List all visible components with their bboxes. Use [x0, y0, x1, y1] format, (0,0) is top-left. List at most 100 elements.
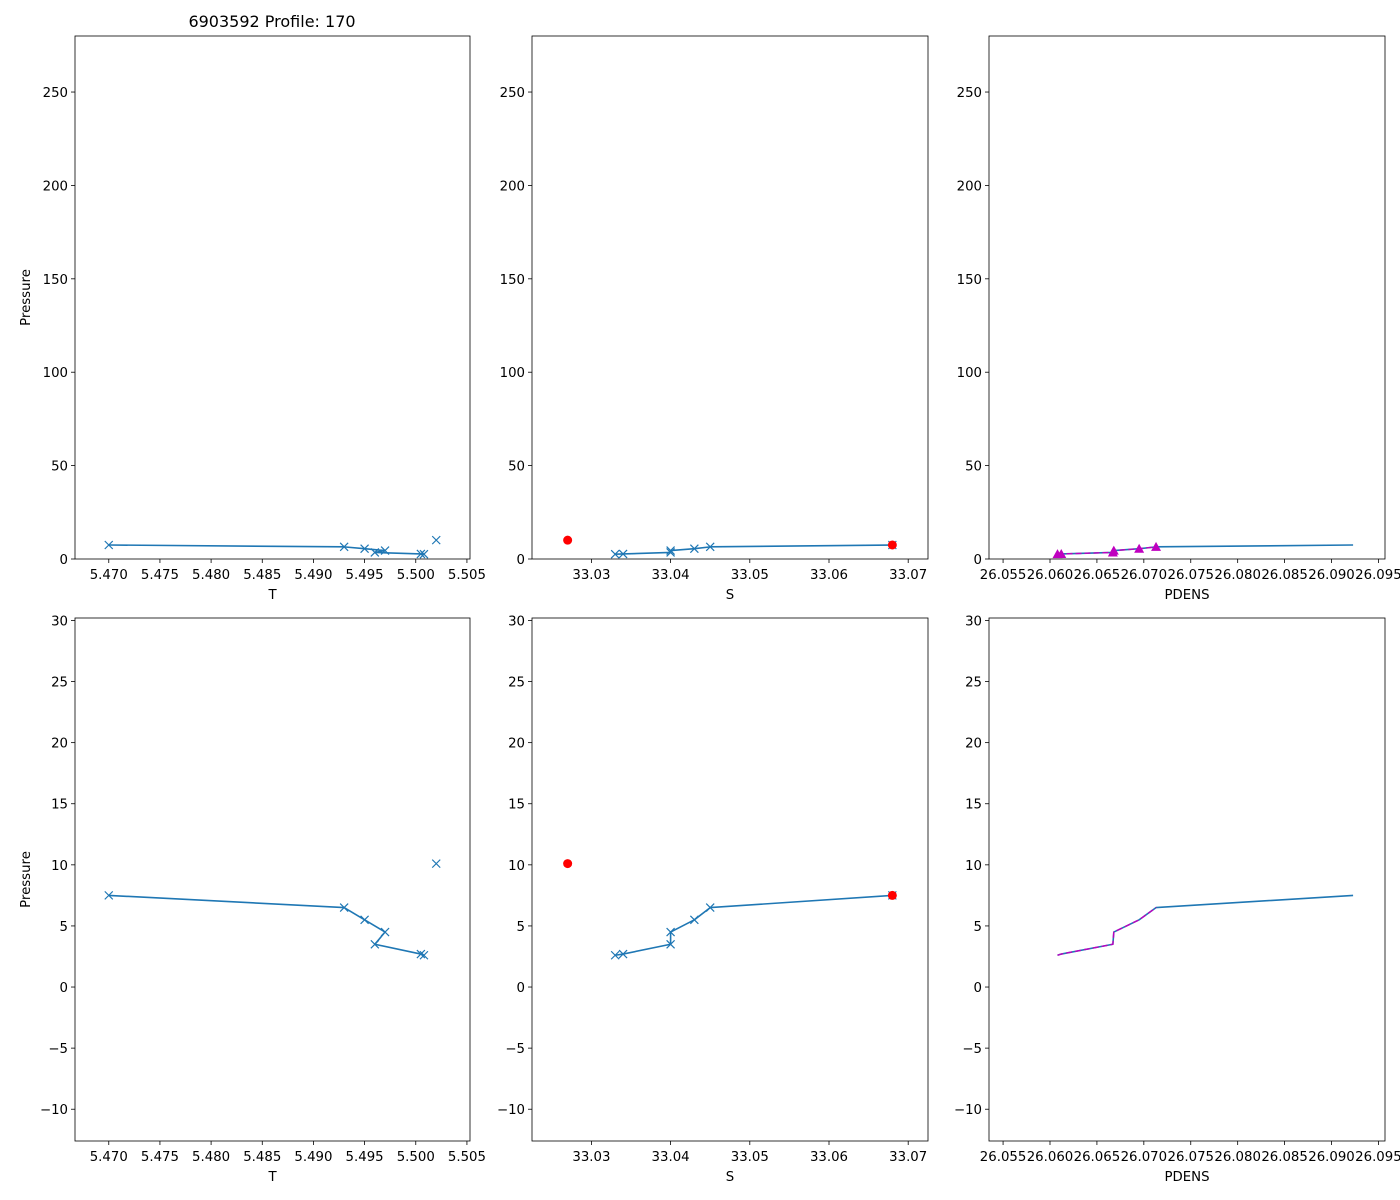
x-marker [618, 549, 628, 559]
x-tick-label: 26.095 [1355, 568, 1400, 583]
x-axis-label: PDENS [1164, 588, 1209, 603]
axes-frame [988, 35, 1386, 560]
y-tick-label: 10 [51, 859, 68, 874]
panel-s-bottom: 33.03 33.04 33.05 33.06 33.07 −10 −5 0 5 10 15 20 25… [497, 614, 929, 1185]
x-tick-label: 5.485 [243, 1150, 281, 1165]
x-marker [339, 903, 349, 913]
x-tick-label: 26.065 [1074, 568, 1121, 583]
x-tick-label: 33.04 [652, 568, 690, 583]
y-tick-label: 20 [508, 737, 525, 752]
x-marker [705, 542, 715, 552]
x-marker [380, 546, 390, 556]
y-tick-label: −5 [505, 1042, 525, 1057]
x-marker [705, 903, 715, 913]
x-axis-label: S [726, 588, 734, 603]
flag-marker [887, 540, 897, 550]
panel-pdens-top: 26.055 26.060 26.065 26.070 26.075 26.080 26.0… [957, 35, 1400, 603]
x-marker [419, 950, 429, 960]
x-tick-label: 33.04 [652, 1150, 690, 1165]
y-tick-label: 25 [965, 676, 982, 691]
y-tick-label: 150 [957, 273, 982, 288]
y-tick-label: 0 [517, 981, 525, 996]
filtered-density-line [1057, 907, 1157, 956]
triangle-marker [1108, 545, 1119, 555]
x-tick-label: 33.03 [572, 568, 610, 583]
axes-frame [531, 617, 929, 1142]
x-tick-label: 5.480 [192, 1150, 230, 1165]
y-tick-label: 250 [957, 86, 982, 101]
y-tick-label: 25 [508, 676, 525, 691]
y-tick-label: 0 [974, 553, 982, 568]
x-marker [666, 927, 676, 937]
x-tick-label: 5.505 [448, 568, 486, 583]
x-tick-label: 5.490 [294, 1150, 332, 1165]
axes-frame [74, 35, 471, 560]
x-tick-label: 33.06 [810, 568, 848, 583]
y-axis-label: Pressure [19, 851, 34, 908]
y-tick-label: 5 [517, 920, 525, 935]
y-tick-label: 100 [957, 366, 982, 381]
x-tick-label: 5.490 [294, 568, 332, 583]
x-tick-label: 5.475 [141, 1150, 179, 1165]
x-axis-label: T [267, 588, 277, 603]
x-tick-label: 5.480 [192, 568, 230, 583]
x-axis-label: T [267, 1170, 277, 1185]
y-tick-label: 50 [51, 460, 68, 475]
axes-frame [531, 35, 929, 560]
y-tick-label: 15 [508, 798, 525, 813]
x-marker [431, 859, 441, 869]
x-marker [360, 915, 370, 925]
x-tick-label: 26.075 [1167, 568, 1214, 583]
y-tick-label: 50 [508, 460, 525, 475]
x-tick-label: 5.500 [397, 568, 435, 583]
x-marker [380, 927, 390, 937]
x-tick-label: 33.06 [810, 1150, 848, 1165]
x-tick-label: 26.090 [1308, 568, 1355, 583]
x-marker [104, 540, 114, 550]
y-tick-label: 150 [500, 273, 525, 288]
x-tick-label: 5.470 [90, 568, 128, 583]
x-marker [370, 548, 380, 557]
flag-marker [563, 535, 573, 545]
y-tick-label: 150 [43, 273, 68, 288]
x-marker [689, 544, 699, 554]
y-tick-label: 20 [965, 737, 982, 752]
triangle-marker [1056, 548, 1067, 558]
panel-t-top: 5.470 5.475 5.480 5.485 5.490 5.495 5.500 5.505… [19, 35, 486, 603]
x-marker [618, 949, 628, 959]
y-tick-label: 15 [965, 798, 982, 813]
triangle-marker [1134, 543, 1145, 553]
x-tick-label: 26.070 [1121, 1150, 1168, 1165]
x-marker [666, 939, 676, 949]
x-marker [610, 950, 620, 960]
x-tick-label: 5.470 [90, 1150, 128, 1165]
y-tick-label: 0 [974, 981, 982, 996]
x-tick-label: 26.075 [1167, 1150, 1214, 1165]
x-tick-label: 5.500 [397, 1150, 435, 1165]
x-tick-label: 33.07 [889, 1150, 927, 1165]
y-tick-label: 10 [508, 859, 525, 874]
y-tick-label: 0 [60, 981, 68, 996]
y-tick-label: 0 [60, 553, 68, 568]
plot-area [1057, 894, 1354, 957]
y-tick-label: 5 [974, 920, 982, 935]
y-tick-label: 10 [965, 859, 982, 874]
y-tick-label: 100 [43, 366, 68, 381]
y-axis-label: Pressure [19, 269, 34, 326]
y-tick-label: 250 [43, 86, 68, 101]
y-tick-label: 15 [51, 798, 68, 813]
panel-s-top: 33.03 33.04 33.05 33.06 33.07 0 50 100 150 200 250… [500, 35, 929, 603]
y-tick-label: −10 [497, 1103, 525, 1118]
y-tick-label: 200 [43, 179, 68, 194]
x-marker [416, 949, 426, 959]
plot-area [563, 535, 897, 559]
x-tick-label: 26.060 [1027, 568, 1074, 583]
x-tick-label: 26.055 [980, 1150, 1027, 1165]
x-tick-label: 26.095 [1355, 1150, 1400, 1165]
triangle-marker [1151, 541, 1162, 551]
y-tick-label: −10 [40, 1103, 68, 1118]
panels: 5.470 5.475 5.480 5.485 5.490 5.495 5.500 5.505… [19, 35, 1400, 1185]
x-tick-label: 26.080 [1214, 1150, 1261, 1165]
x-marker [339, 542, 349, 552]
